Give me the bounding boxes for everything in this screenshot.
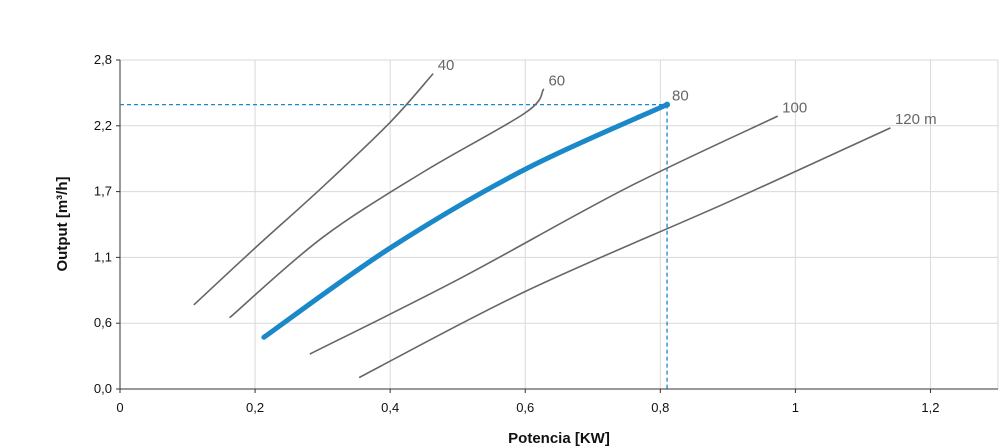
- x-tick-label: 0,4: [381, 400, 399, 415]
- x-tick-label: 1: [792, 400, 799, 415]
- y-tick-label: 1,1: [94, 249, 112, 264]
- curve-label-120-m: 120 m: [895, 111, 937, 128]
- reference-lines: [120, 104, 668, 389]
- x-tick-label: 0,2: [246, 400, 264, 415]
- x-tick-label: 0,6: [516, 400, 534, 415]
- y-tick-label: 0,0: [94, 381, 112, 396]
- y-tick-label: 2,8: [94, 52, 112, 67]
- curve-labels: 40 60 80 100 120 m: [438, 57, 937, 128]
- axes: [116, 59, 998, 393]
- y-tick-label: 0,6: [94, 315, 112, 330]
- pump-curves: [193, 73, 891, 379]
- x-tick-label: 1,2: [921, 400, 939, 415]
- y-axis-title: Output [m³/h]: [54, 177, 71, 272]
- operating-point-marker: [664, 101, 671, 108]
- curve-label-40: 40: [438, 57, 455, 74]
- curve-100: [309, 115, 778, 355]
- y-tick-label: 2,2: [94, 118, 112, 133]
- curve-label-100: 100: [782, 99, 807, 116]
- x-tick-label: 0: [116, 400, 123, 415]
- y-tick-label: 1,7: [94, 184, 112, 199]
- y-tick-labels: 0,0 0,6 1,1 1,7 2,2 2,8: [94, 52, 112, 396]
- curve-label-80: 80: [672, 88, 689, 105]
- grid: [120, 59, 999, 389]
- curve-80: [261, 102, 670, 340]
- curve-60: [229, 88, 545, 319]
- curve-120-m: [358, 127, 891, 379]
- x-tick-label: 0,8: [651, 400, 669, 415]
- curve-label-60: 60: [548, 72, 565, 89]
- x-tick-labels: 0 0,2 0,4 0,6 0,8 1 1,2: [116, 400, 939, 415]
- x-axis-title: Potencia [KW]: [508, 430, 610, 447]
- curve-40: [193, 73, 434, 306]
